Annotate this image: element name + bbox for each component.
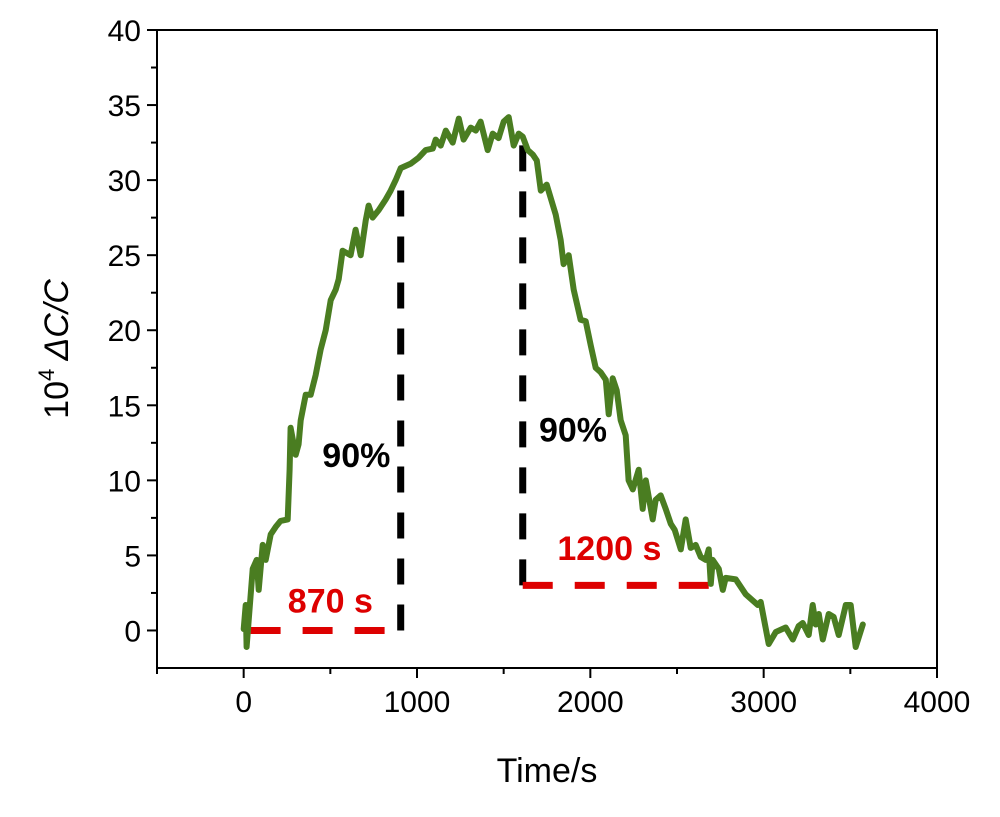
x-axis-label: Time/s (497, 752, 598, 790)
x-tick-label: 1000 (384, 686, 451, 719)
y-tick-label: 35 (108, 90, 141, 123)
y-tick-label: 10 (108, 465, 141, 498)
y-tick-label: 20 (108, 315, 141, 348)
series-line-response (240, 114, 866, 650)
y-tick-label: 25 (108, 240, 141, 273)
x-tick-label: 3000 (730, 686, 797, 719)
annotation-label: 90% (539, 411, 607, 449)
y-axis-label: 104 ΔC/C (34, 279, 76, 419)
y-tick-label: 30 (108, 165, 141, 198)
annotation-label: 870 s (288, 582, 373, 620)
annotation-label: 90% (322, 437, 390, 475)
axes: 0 1000 2000 3000 4000 0 5 10 15 20 25 30 35 40 (108, 15, 971, 719)
y-tick-label: 40 (108, 15, 141, 48)
plot-frame (156, 29, 938, 669)
y-tick-label: 15 (108, 390, 141, 423)
x-tick-label: 0 (235, 686, 252, 719)
y-tick-label: 5 (124, 540, 141, 573)
annotation-label: 1200 s (557, 530, 661, 568)
x-tick-label: 2000 (557, 686, 624, 719)
x-tick-label: 4000 (904, 686, 971, 719)
plot-area: 90% 90% 870 s 1200 s (240, 114, 866, 650)
y-tick-label: 0 (124, 615, 141, 648)
